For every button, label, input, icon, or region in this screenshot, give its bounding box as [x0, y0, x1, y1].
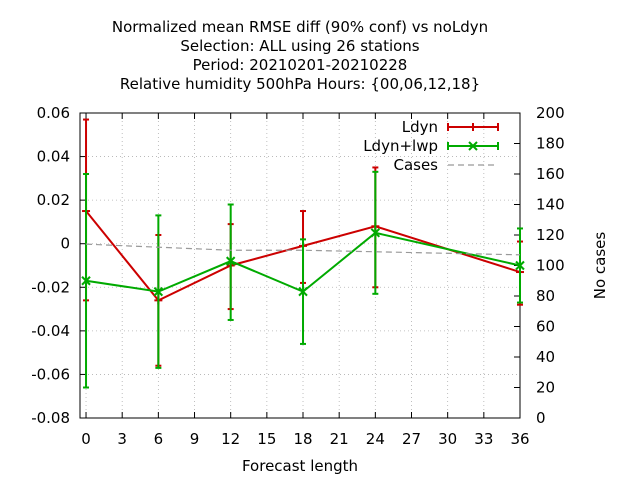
y-tick-label: -0.04	[31, 322, 70, 340]
y2-tick-label: 20	[536, 379, 555, 397]
x-tick-label: 18	[293, 430, 312, 448]
legend-label: Ldyn	[402, 118, 438, 136]
chart-title: Normalized mean RMSE diff (90% conf) vs …	[112, 18, 488, 93]
x-tick-label: 33	[474, 430, 493, 448]
title-line: Period: 20210201-20210228	[193, 56, 408, 74]
data-point-marker	[515, 260, 525, 271]
y-tick-label: -0.06	[31, 365, 70, 383]
y-tick-label: 0.06	[37, 104, 70, 122]
x-tick-label: 12	[221, 430, 240, 448]
data-point-marker	[298, 286, 308, 297]
data-point-marker	[370, 228, 381, 238]
title-line: Selection: ALL using 26 stations	[180, 37, 419, 55]
y2-tick-label: 160	[536, 165, 565, 183]
grid	[80, 113, 520, 418]
y-tick-label: -0.02	[31, 278, 70, 296]
y2-tick-label: 80	[536, 287, 555, 305]
x-tick-label: 21	[330, 430, 349, 448]
x-tick-label: 27	[402, 430, 421, 448]
x-axis-label: Forecast length	[242, 457, 358, 475]
y2-tick-label: 0	[536, 409, 546, 427]
x-tick-label: 3	[117, 430, 127, 448]
x-tick-label: 15	[257, 430, 276, 448]
legend-label: Ldyn+lwp	[363, 137, 438, 155]
y2-tick-label: 60	[536, 318, 555, 336]
x-tick-label: 36	[510, 430, 529, 448]
data-point-marker	[225, 256, 236, 266]
y2-tick-label: 140	[536, 196, 565, 214]
title-line: Relative humidity 500hPa Hours: {00,06,1…	[120, 75, 480, 93]
legend-label: Cases	[393, 156, 438, 174]
data-point-marker	[81, 276, 91, 286]
plot-frame	[79, 112, 521, 419]
x-tick-label: 24	[366, 430, 385, 448]
y-tick-label: 0.04	[37, 148, 70, 166]
series-cases	[86, 243, 521, 256]
y2-axis-label: No cases	[591, 232, 609, 300]
series-ldyn-lwp	[81, 170, 525, 389]
series-line	[85, 231, 521, 293]
x-tick-label: 9	[190, 430, 200, 448]
data-point-marker	[468, 141, 478, 151]
series-line	[86, 243, 521, 256]
series-line	[85, 210, 521, 302]
y-tick-label: 0.02	[37, 191, 70, 209]
x-tick-label: 30	[438, 430, 457, 448]
y-tick-label: -0.08	[31, 409, 70, 427]
y-tick-label: 0	[60, 235, 70, 253]
axis-ticks: 0 3 6 9 12 15 18 21 24 27 30 33 36-0.08-0.06-0.04-0.…	[31, 104, 564, 448]
y2-tick-label: 120	[536, 226, 565, 244]
series	[81, 118, 525, 389]
y2-tick-label: 180	[536, 135, 565, 153]
y2-tick-label: 200	[536, 104, 565, 122]
title-line: Normalized mean RMSE diff (90% conf) vs …	[112, 18, 488, 36]
y2-tick-label: 40	[536, 348, 555, 366]
y2-tick-label: 100	[536, 257, 565, 275]
x-tick-label: 0	[81, 430, 91, 448]
data-point-marker	[153, 286, 164, 297]
x-tick-label: 6	[154, 430, 164, 448]
